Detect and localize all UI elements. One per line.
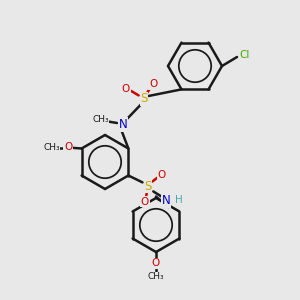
Text: N: N (161, 194, 170, 208)
Text: S: S (144, 179, 152, 193)
Text: Cl: Cl (239, 50, 250, 60)
Text: O: O (64, 142, 72, 152)
Text: O: O (141, 196, 149, 207)
Text: N: N (118, 118, 127, 131)
Text: S: S (140, 92, 148, 106)
Text: CH₃: CH₃ (92, 116, 109, 124)
Text: O: O (122, 83, 130, 94)
Text: CH₃: CH₃ (43, 142, 60, 152)
Text: H: H (175, 194, 182, 205)
Text: O: O (157, 169, 166, 180)
Text: O: O (152, 258, 160, 268)
Text: O: O (149, 79, 157, 89)
Text: CH₃: CH₃ (148, 272, 164, 281)
